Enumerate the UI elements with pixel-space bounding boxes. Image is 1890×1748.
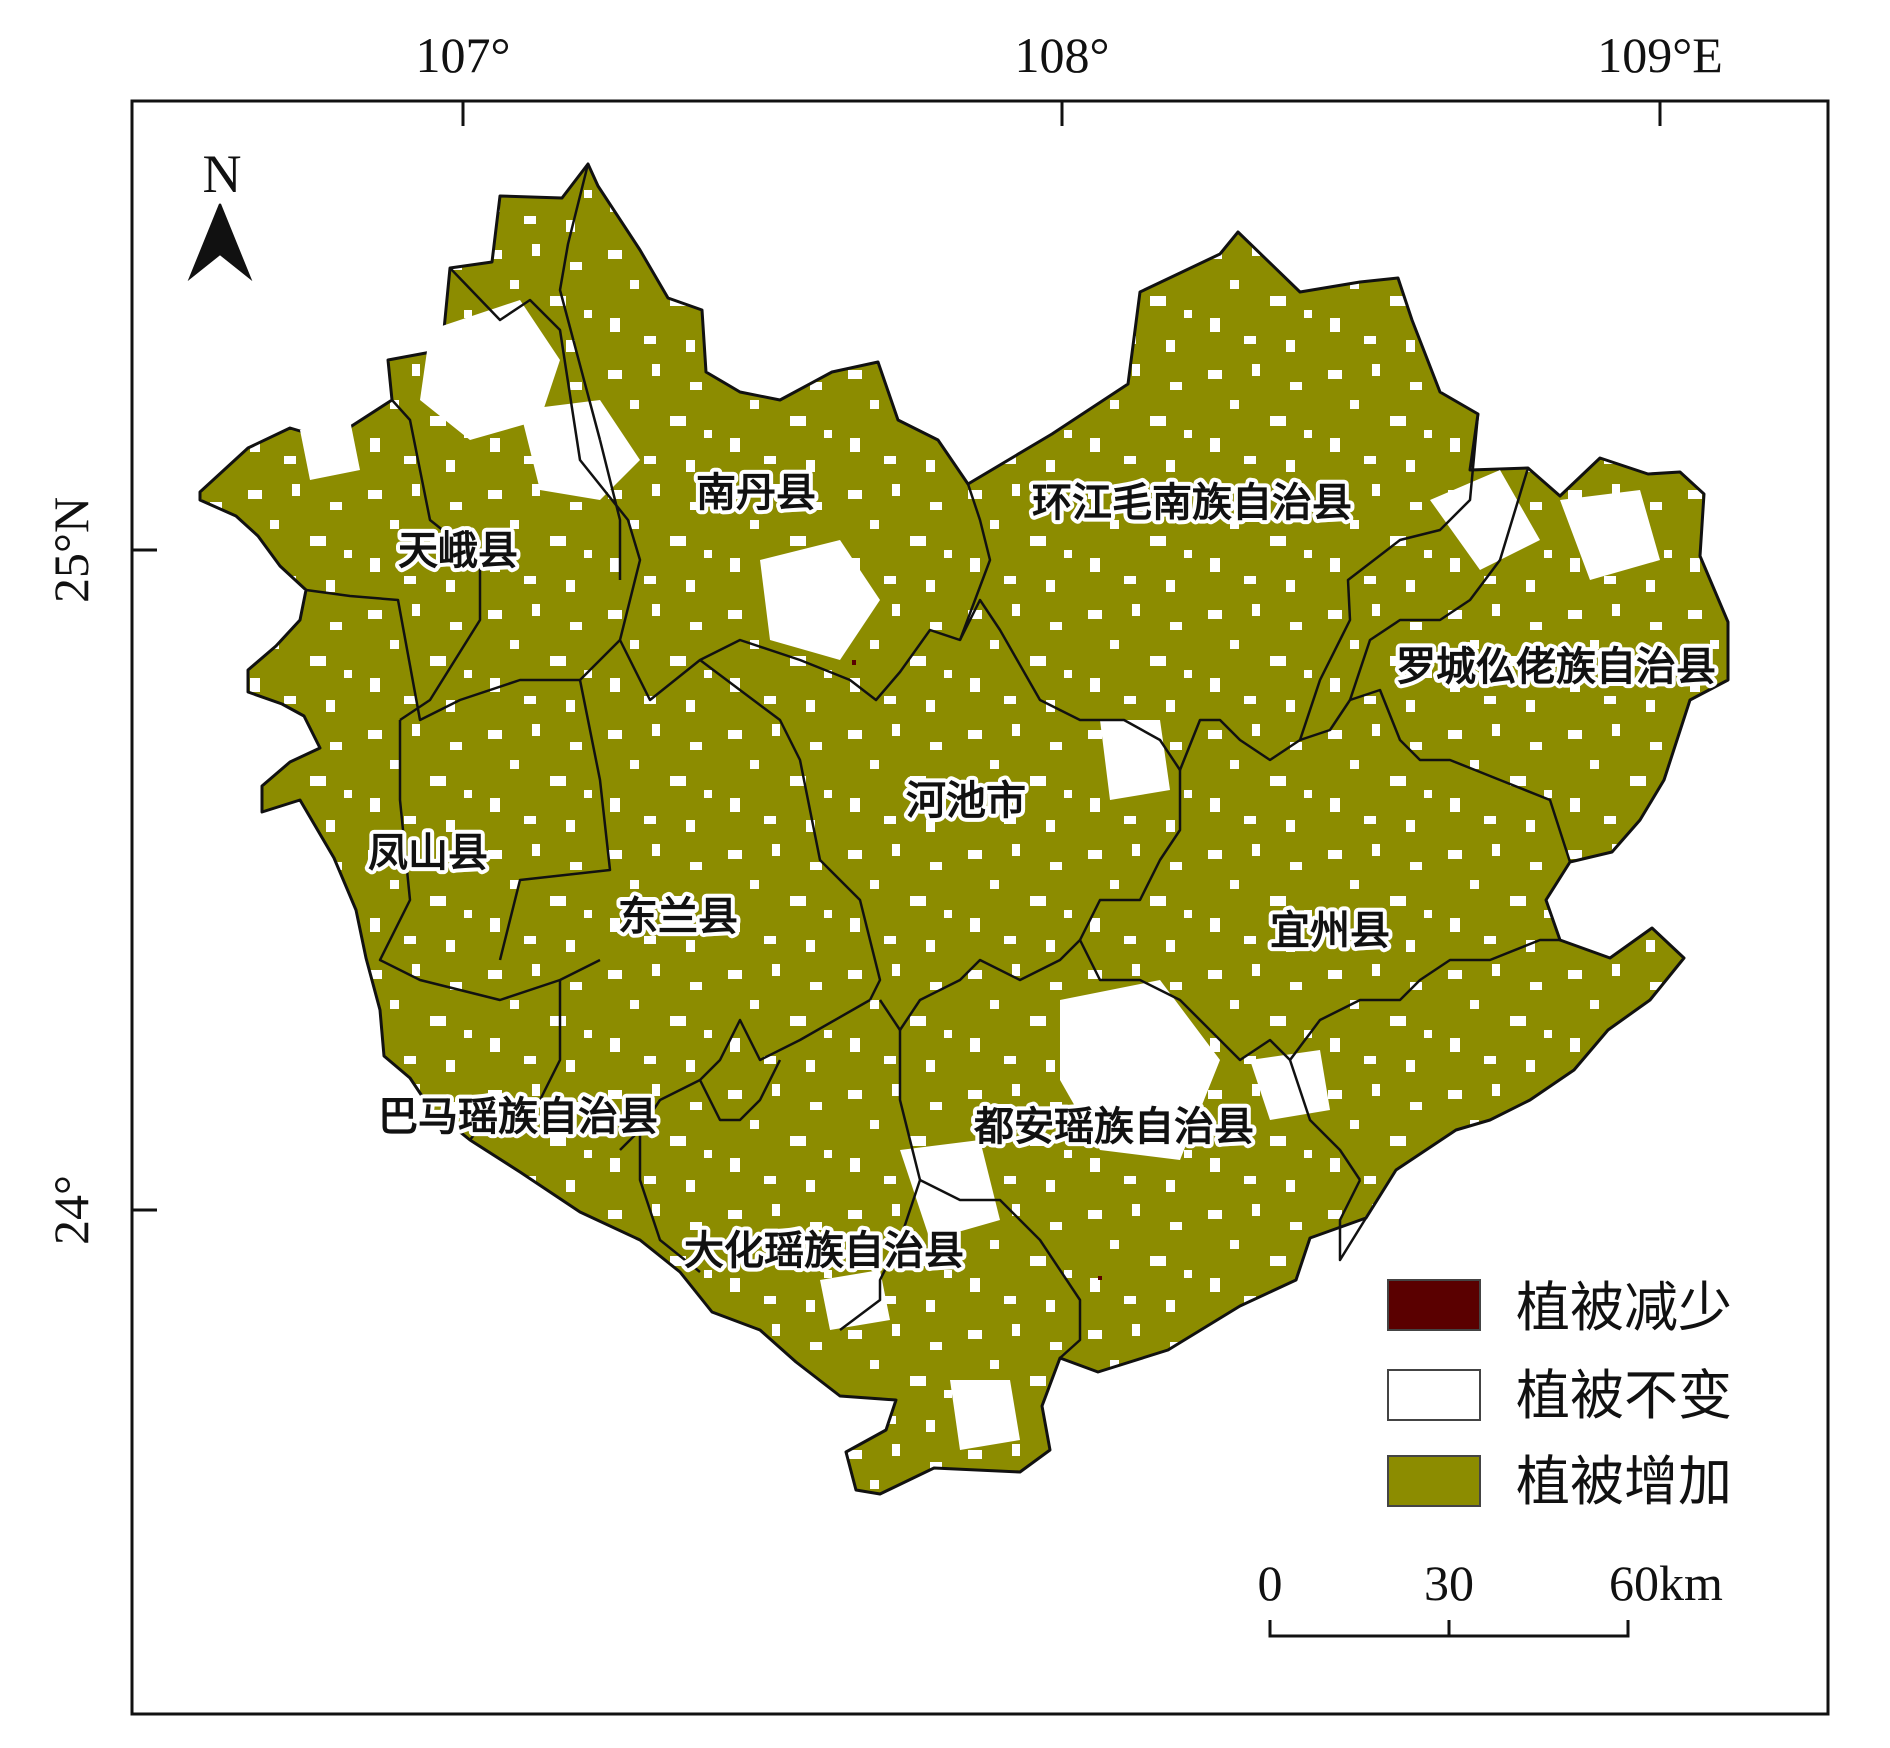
- scale-bar: 0 30 60km: [1258, 1555, 1723, 1638]
- lon-tick-108: 108°: [1015, 27, 1110, 83]
- label-nandan: 南丹县: [696, 470, 816, 516]
- label-duan: 都安瑶族自治县: [973, 1104, 1254, 1150]
- legend: 植被减少 植被不变 植被增加: [1387, 1276, 1732, 1513]
- lat-tick-25: 25°N: [43, 497, 99, 603]
- legend-swatch-increase: [1387, 1455, 1481, 1507]
- label-luocheng: 罗城仫佬族自治县: [1396, 644, 1716, 690]
- decrease-specks: [852, 660, 1102, 1280]
- hechi-region: [198, 162, 1730, 1496]
- scale-label-0: 0: [1258, 1555, 1283, 1611]
- north-arrow-icon: [187, 203, 221, 282]
- north-label: N: [203, 144, 242, 204]
- longitude-ticks: 107° 108° 109°E: [416, 27, 1723, 126]
- legend-swatch-decrease: [1387, 1279, 1481, 1331]
- label-dahua: 大化瑶族自治县: [684, 1228, 964, 1274]
- label-tiane: 天峨县: [398, 528, 518, 574]
- unchanged-patches: [300, 300, 1660, 1450]
- lon-tick-109: 109°E: [1597, 27, 1723, 83]
- lon-tick-107: 107°: [416, 27, 511, 83]
- legend-swatch-unchanged: [1387, 1369, 1481, 1421]
- latitude-ticks: 25°N 24°: [43, 497, 157, 1245]
- north-arrow: N: [187, 144, 253, 282]
- lat-tick-24: 24°: [43, 1175, 99, 1245]
- scale-bar-line: [1268, 1620, 1630, 1638]
- label-huanjiang: 环江毛南族自治县: [1032, 480, 1352, 526]
- scale-label-30: 30: [1424, 1555, 1474, 1611]
- label-hechi: 河池市: [906, 778, 1026, 824]
- map-frame: [130, 99, 1830, 1716]
- scale-label-60km: 60km: [1609, 1555, 1723, 1611]
- label-donglan: 东兰县: [618, 894, 738, 940]
- county-boundaries: [305, 163, 1572, 1359]
- label-bama: 巴马瑶族自治县: [378, 1094, 658, 1140]
- label-fengshan: 凤山县: [368, 830, 488, 876]
- legend-label-increase: 植被增加: [1516, 1450, 1732, 1513]
- county-labels: 天峨县 南丹县 环江毛南族自治县 罗城仫佬族自治县 河池市 凤山县 东兰县 宜州…: [364, 466, 1720, 1278]
- label-yizhou: 宜州县: [1270, 908, 1390, 954]
- legend-label-unchanged: 植被不变: [1516, 1364, 1732, 1427]
- legend-label-decrease: 植被减少: [1516, 1276, 1732, 1339]
